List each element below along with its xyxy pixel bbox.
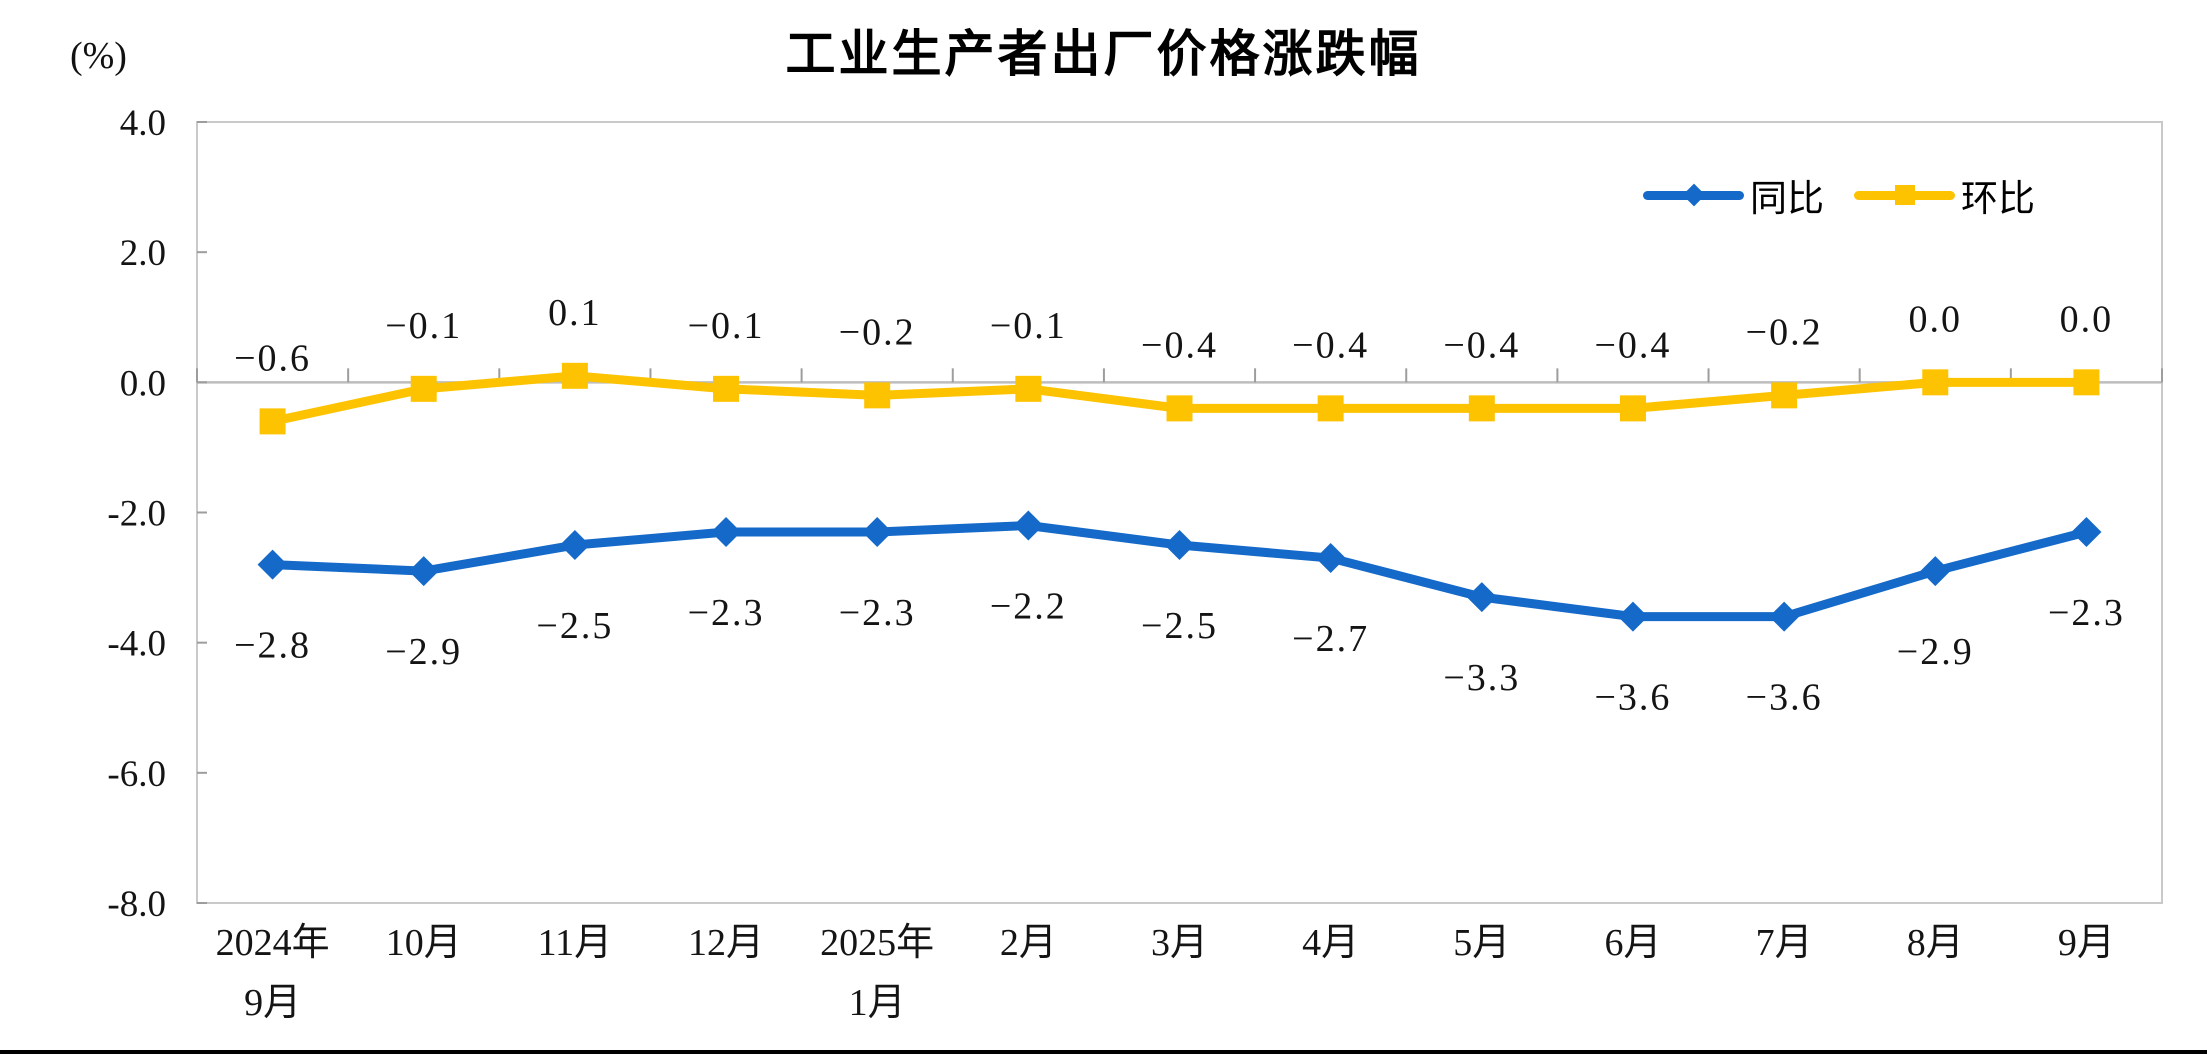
square-marker-icon <box>864 382 891 409</box>
plot-border <box>196 121 2163 904</box>
data-label: 0.0 <box>2060 298 2114 340</box>
legend: 同比 环比 <box>1643 168 2035 222</box>
data-label: −3.6 <box>1746 677 1823 719</box>
x-tick-label: 6月 <box>1604 922 1661 964</box>
data-label: −0.4 <box>1443 324 1520 366</box>
x-tick-label: 3月 <box>1151 922 1208 964</box>
legend-label-tongbi: 同比 <box>1750 178 1824 219</box>
square-marker-icon <box>561 362 588 389</box>
square-marker-icon <box>410 375 437 402</box>
square-marker-icon <box>1468 395 1495 422</box>
data-label: −3.3 <box>1443 657 1520 699</box>
square-marker-icon <box>1317 395 1344 422</box>
square-marker-icon <box>1894 185 1915 205</box>
x-tick-label: 2月 <box>1000 922 1057 964</box>
diamond-marker-icon <box>1466 582 1497 613</box>
data-label: −2.3 <box>688 592 765 634</box>
x-tick-label: 2025年 1月 <box>820 922 934 1024</box>
legend-item-tongbi: 同比 <box>1643 168 1824 222</box>
data-label: −2.2 <box>990 586 1067 628</box>
data-label: −2.3 <box>2048 592 2125 634</box>
data-label: −3.6 <box>1594 677 1671 719</box>
diamond-marker-icon <box>2071 517 2102 548</box>
square-marker-icon <box>713 375 740 402</box>
x-tick-label: 9月 <box>2058 922 2115 964</box>
data-label: −2.9 <box>385 631 462 673</box>
diamond-marker-icon <box>1769 601 1800 632</box>
diamond-marker-icon <box>408 556 439 587</box>
huanbi-line-swatch <box>1854 185 1955 205</box>
data-label: 0.0 <box>1909 298 1963 340</box>
y-tick-label: -8.0 <box>107 884 166 925</box>
diamond-marker-icon <box>1315 543 1346 574</box>
square-marker-icon <box>1922 369 1949 396</box>
x-tick-label: 8月 <box>1907 922 1964 964</box>
square-marker-icon <box>1015 375 1042 402</box>
square-marker-icon <box>1619 395 1646 422</box>
square-marker-icon <box>259 408 286 435</box>
data-label: −0.2 <box>839 311 916 353</box>
data-label: −2.3 <box>839 592 916 634</box>
y-axis-unit-label: (%) <box>70 35 127 77</box>
data-label: −2.5 <box>1141 605 1218 647</box>
diamond-marker-icon <box>862 517 893 548</box>
diamond-marker-icon <box>257 549 288 580</box>
data-label: −0.6 <box>234 337 311 379</box>
data-label: −0.1 <box>385 305 462 347</box>
x-tick-label: 10月 <box>386 922 462 964</box>
y-tick-label: 0.0 <box>120 363 166 404</box>
tongbi-line-swatch <box>1643 183 1744 207</box>
diamond-marker-icon <box>1164 530 1195 561</box>
data-label: −0.1 <box>688 305 765 347</box>
data-label: −2.9 <box>1897 631 1974 673</box>
data-label: −0.4 <box>1594 324 1671 366</box>
diamond-marker-icon <box>559 530 590 561</box>
y-tick-label: 4.0 <box>120 103 166 144</box>
x-tick-label: 2024年 9月 <box>216 922 330 1024</box>
data-label: −2.5 <box>536 605 613 647</box>
diamond-marker-icon <box>1013 510 1044 541</box>
diamond-marker-icon <box>711 517 742 548</box>
chart-title: 工业生产者出厂价格涨跌幅 <box>785 26 1422 82</box>
y-tick-label: -4.0 <box>107 624 166 665</box>
data-label: −2.8 <box>234 625 311 667</box>
square-marker-icon <box>2073 369 2100 396</box>
legend-label-huanbi: 环比 <box>1961 178 2035 219</box>
x-tick-label: 5月 <box>1453 922 1510 964</box>
diamond-marker-icon <box>1920 556 1951 587</box>
x-tick-label: 12月 <box>688 922 764 964</box>
square-marker-icon <box>1771 382 1798 409</box>
x-tick-label: 4月 <box>1302 922 1359 964</box>
diamond-marker-icon <box>1617 601 1648 632</box>
y-tick-label: 2.0 <box>120 233 166 274</box>
data-label: 0.1 <box>548 292 602 334</box>
square-marker-icon <box>1166 395 1193 422</box>
diamond-marker-icon <box>1682 183 1705 207</box>
legend-item-huanbi: 环比 <box>1854 168 2035 222</box>
data-label: −0.1 <box>990 305 1067 347</box>
data-label: −0.4 <box>1141 324 1218 366</box>
y-tick-label: -6.0 <box>107 754 166 795</box>
data-label: −0.4 <box>1292 324 1369 366</box>
y-tick-label: -2.0 <box>107 494 166 535</box>
data-label: −0.2 <box>1746 311 1823 353</box>
x-tick-label: 11月 <box>538 922 613 964</box>
x-tick-label: 7月 <box>1756 922 1813 964</box>
page-bottom-rule <box>0 1050 2207 1054</box>
data-label: −2.7 <box>1292 618 1369 660</box>
